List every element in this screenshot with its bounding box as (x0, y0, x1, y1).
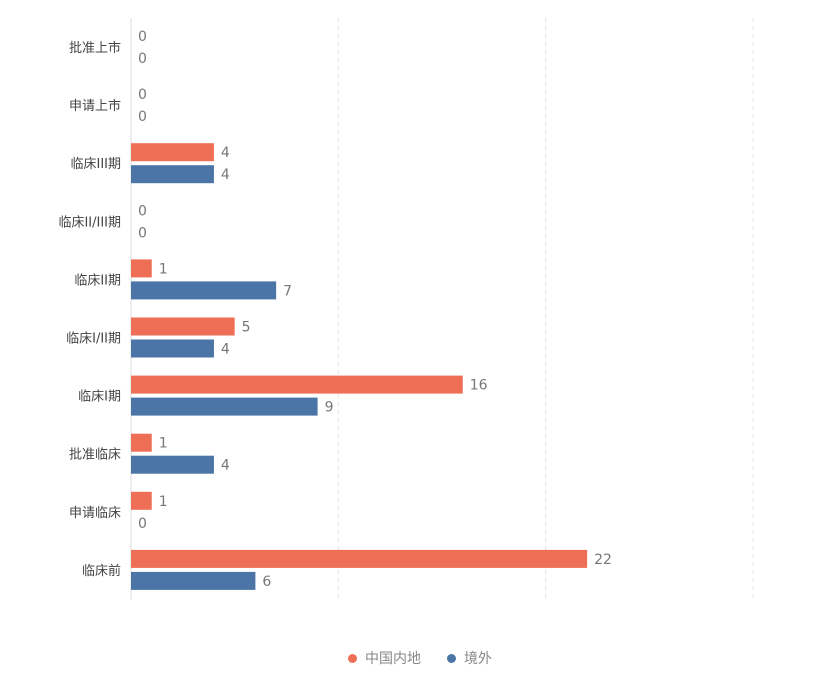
category-label: 申请上市 (69, 98, 121, 114)
bar-overseas (131, 339, 214, 358)
bar-chart: 批准上市 0 0 申请上市 0 0 临床III期 4 4 临床II/III期 0 0 临床II期 1 7 临床… (58, 18, 754, 600)
bar-mainland (131, 317, 235, 336)
legend-item-overseas[interactable]: 境外 (447, 648, 492, 668)
data-label: 1 (159, 494, 168, 510)
data-label: 4 (221, 458, 230, 474)
legend-item-mainland[interactable]: 中国内地 (348, 648, 421, 668)
legend: 中国内地 境外 (0, 648, 840, 668)
bar-mainland (131, 375, 463, 394)
category-label: 临床I期 (78, 390, 121, 405)
bar-overseas (131, 571, 256, 590)
category-label: 临床前 (82, 563, 121, 579)
data-label: 4 (221, 145, 230, 161)
data-label: 0 (138, 225, 147, 241)
data-label: 5 (242, 320, 251, 336)
legend-dot-mainland-icon (348, 653, 357, 663)
data-label: 0 (138, 87, 147, 103)
legend-label: 中国内地 (365, 651, 421, 667)
data-label: 6 (262, 574, 271, 590)
data-label: 4 (221, 342, 230, 358)
legend-label: 境外 (464, 651, 492, 667)
bar-overseas (131, 455, 214, 474)
data-label: 7 (283, 283, 292, 299)
category-label: 临床II期 (74, 273, 121, 288)
data-label: 0 (138, 203, 147, 219)
category-label: 临床I/II期 (66, 332, 121, 347)
data-label: 1 (159, 436, 168, 452)
bar-overseas (131, 397, 318, 416)
data-label: 9 (325, 400, 334, 416)
category-label: 申请临床 (69, 506, 121, 521)
category-label: 批准上市 (69, 40, 121, 56)
bar-overseas (131, 281, 277, 300)
data-label: 1 (159, 261, 168, 277)
legend-dot-overseas-icon (447, 653, 456, 663)
bar-overseas (131, 165, 214, 184)
data-label: 0 (138, 109, 147, 125)
bar-mainland (131, 433, 152, 452)
bar-mainland (131, 491, 152, 510)
data-label: 0 (138, 51, 147, 67)
data-label: 16 (470, 378, 488, 394)
data-label: 0 (138, 29, 147, 45)
category-label: 批准临床 (69, 448, 121, 463)
category-label: 临床III期 (70, 157, 121, 172)
bar-mainland (131, 143, 214, 162)
bar-mainland (131, 259, 152, 278)
data-label: 22 (594, 552, 612, 568)
category-label: 临床II/III期 (58, 215, 121, 230)
data-label: 0 (138, 516, 147, 532)
data-label: 4 (221, 167, 230, 183)
bar-mainland (131, 549, 588, 568)
